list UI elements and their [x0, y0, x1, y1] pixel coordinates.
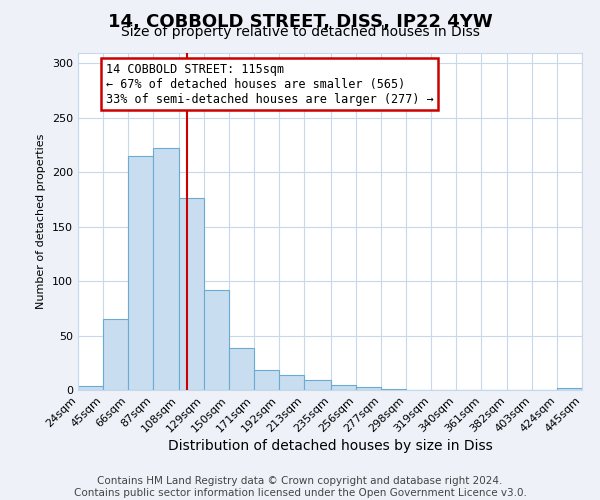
Bar — [179, 198, 204, 390]
Bar — [229, 348, 254, 390]
Text: Contains HM Land Registry data © Crown copyright and database right 2024.
Contai: Contains HM Land Registry data © Crown c… — [74, 476, 526, 498]
Bar — [381, 389, 406, 390]
Bar — [128, 156, 154, 390]
Bar — [356, 386, 381, 390]
Bar — [103, 319, 128, 390]
Bar — [204, 290, 229, 390]
Bar — [331, 384, 356, 390]
Bar — [154, 148, 179, 390]
Bar — [78, 386, 103, 390]
Text: 14, COBBOLD STREET, DISS, IP22 4YW: 14, COBBOLD STREET, DISS, IP22 4YW — [107, 12, 493, 30]
Bar — [254, 370, 279, 390]
Y-axis label: Number of detached properties: Number of detached properties — [37, 134, 46, 309]
Text: Size of property relative to detached houses in Diss: Size of property relative to detached ho… — [121, 25, 479, 39]
Text: 14 COBBOLD STREET: 115sqm
← 67% of detached houses are smaller (565)
33% of semi: 14 COBBOLD STREET: 115sqm ← 67% of detac… — [106, 62, 433, 106]
Bar — [304, 380, 331, 390]
Bar — [279, 375, 304, 390]
Bar — [557, 388, 582, 390]
X-axis label: Distribution of detached houses by size in Diss: Distribution of detached houses by size … — [167, 440, 493, 454]
